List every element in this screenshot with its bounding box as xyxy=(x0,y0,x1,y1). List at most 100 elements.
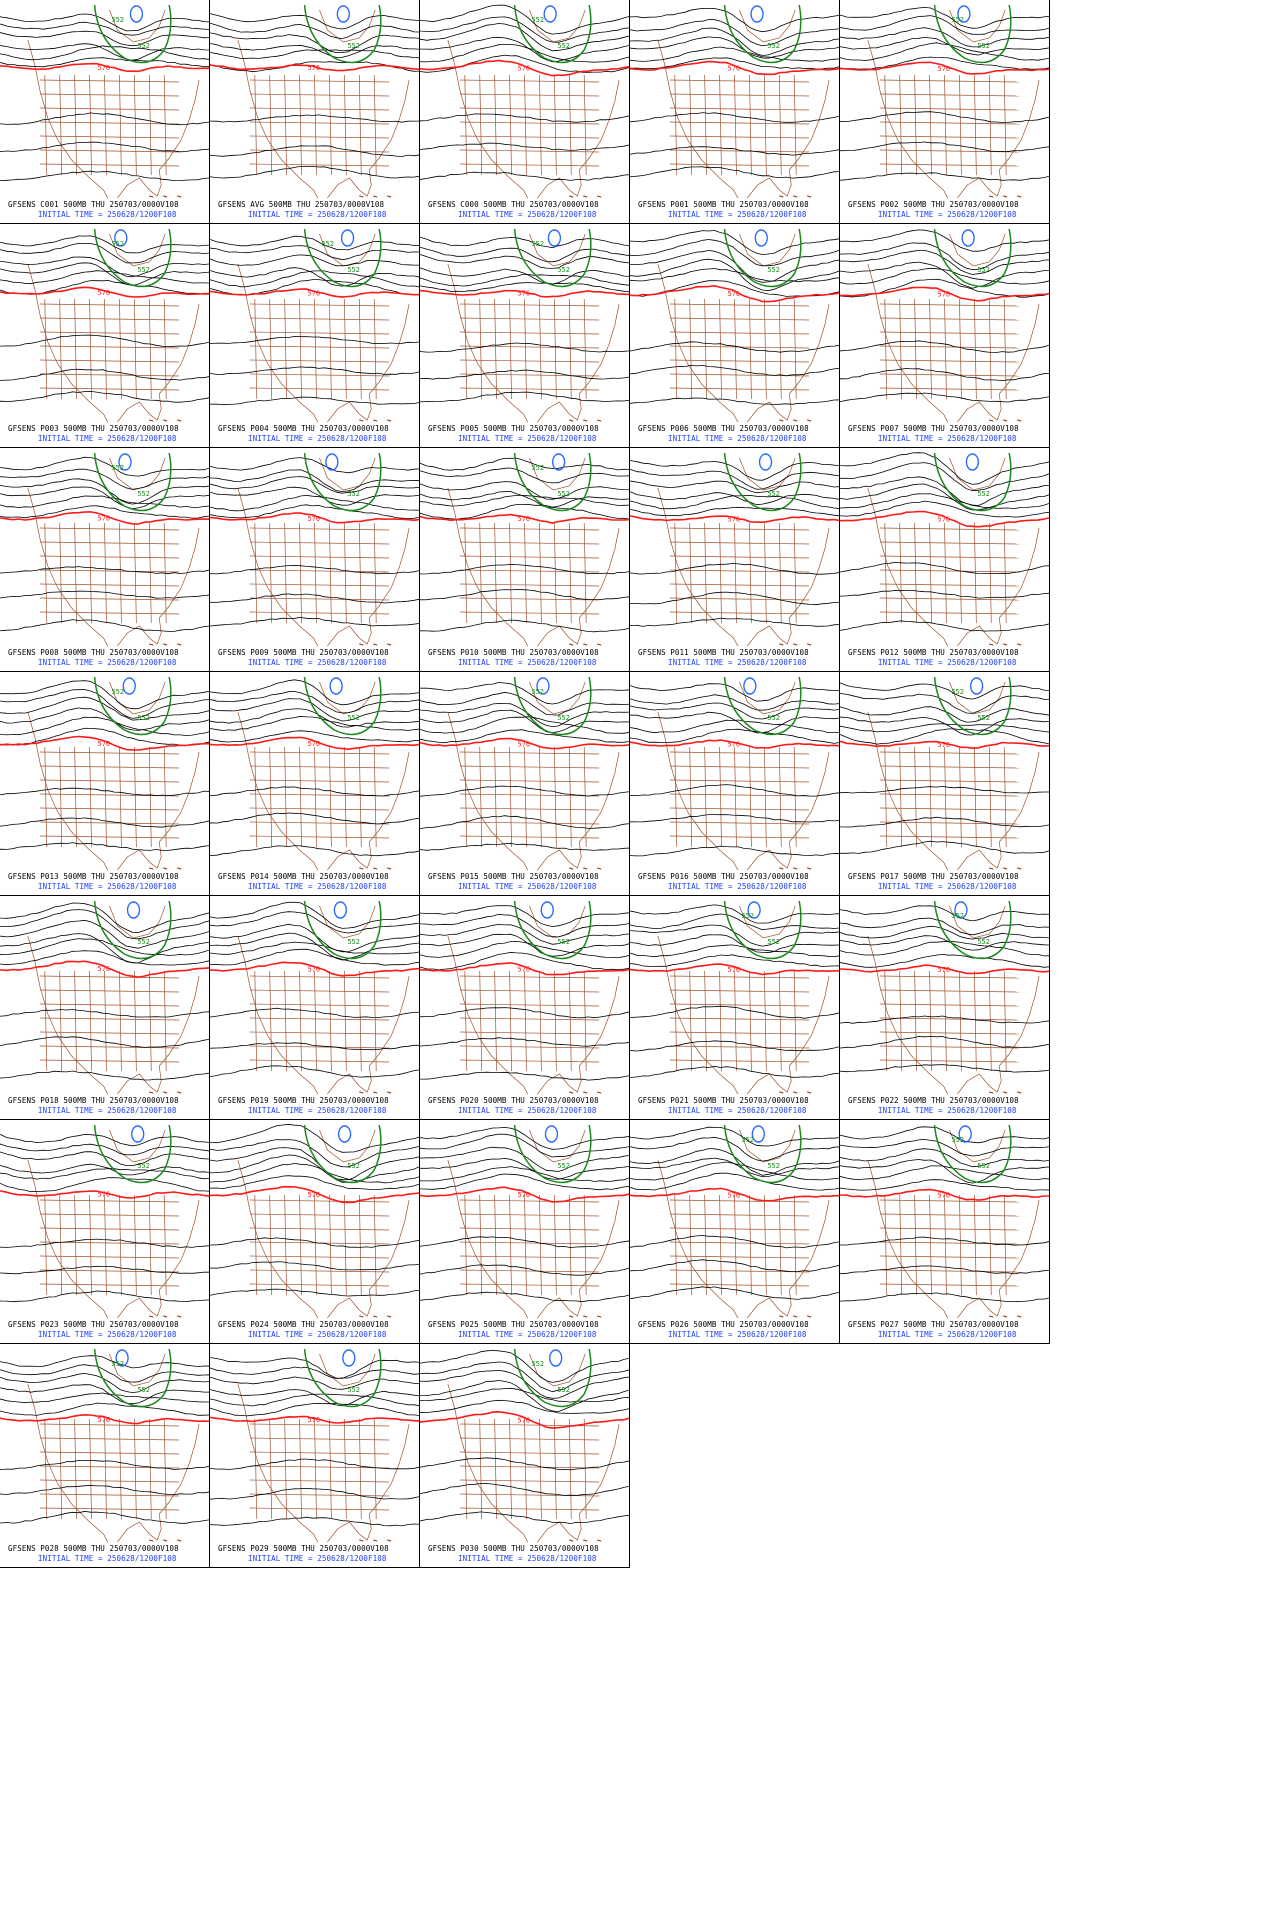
contour-label: 576 xyxy=(728,515,741,523)
contour-label: 576 xyxy=(518,64,531,72)
political-borders xyxy=(447,1129,620,1318)
contour-label: 576 xyxy=(518,740,531,748)
contour-label: 552 xyxy=(767,938,780,946)
contour-label: 576 xyxy=(518,966,531,974)
height-map: 552 576 xyxy=(420,900,629,1094)
panel-title: GFSENS P004 500MB THU 250703/0000V108 xyxy=(218,424,389,433)
political-borders xyxy=(27,681,200,870)
low-center-contour xyxy=(115,1349,129,1367)
contour-576-line xyxy=(210,64,419,72)
height-contours xyxy=(210,1356,419,1527)
contour-label: 576 xyxy=(518,1416,531,1424)
contour-552-line xyxy=(723,900,802,960)
panel-initial-time: INITIAL TIME = 250628/1200F108 xyxy=(248,210,387,219)
ensemble-panel: 552 552 576 GFSENS P030 500MB THU 250703/00… xyxy=(420,1344,630,1568)
contour-label: 552 xyxy=(111,464,124,472)
contour-label: 552 xyxy=(347,266,360,274)
contour-label: 552 xyxy=(531,1360,544,1368)
height-map: 552 552 576 xyxy=(0,4,209,198)
contour-552-line xyxy=(93,1348,172,1408)
contour-label: 552 xyxy=(951,912,964,920)
ensemble-panel: 552 576 GFSENS P012 500MB THU 250703/0000V… xyxy=(840,448,1050,672)
contour-552-line xyxy=(723,4,802,64)
height-contours xyxy=(840,1126,1049,1302)
contour-576-line xyxy=(840,510,1049,528)
low-center-contour xyxy=(122,677,136,695)
panel-title: GFSENS AVG 500MB THU 250703/0000V108 xyxy=(218,200,385,209)
height-map: 552 552 576 xyxy=(0,676,209,870)
contour-label: 552 xyxy=(557,714,570,722)
contour-552-line xyxy=(303,1124,382,1184)
height-map: 552 552 576 xyxy=(210,228,419,422)
height-contours xyxy=(0,1355,209,1524)
ensemble-panel: 552 552 576 GFSENS P013 500MB THU 250703/00… xyxy=(0,672,210,896)
height-contours xyxy=(630,904,839,1078)
panel-title: GFSENS P021 500MB THU 250703/0000V108 xyxy=(638,1096,809,1105)
height-contours xyxy=(630,230,839,405)
ensemble-panel: 552 552 576 GFSENS P022 500MB THU 250703/00… xyxy=(840,896,1050,1120)
height-contours xyxy=(840,452,1049,632)
contour-label: 552 xyxy=(347,490,360,498)
height-map: 552 552 576 xyxy=(420,228,629,422)
contour-576-line xyxy=(210,288,419,298)
panel-title: GFSENS P028 500MB THU 250703/0000V108 xyxy=(8,1544,179,1553)
contour-576-line xyxy=(0,62,209,73)
ensemble-panel: 552 576 GFSENS P009 500MB THU 250703/0000V… xyxy=(210,448,420,672)
height-contours xyxy=(210,679,419,857)
contour-552-line xyxy=(93,452,172,512)
ensemble-panel: 552 552 576 GFSENS P015 500MB THU 250703/00… xyxy=(420,672,630,896)
height-contours xyxy=(0,456,209,632)
ensemble-panel: 552 576 GFSENS AVG 500MB THU 250703/0000V1… xyxy=(210,0,420,224)
panel-initial-time: INITIAL TIME = 250628/1200F108 xyxy=(248,1106,387,1115)
panel-title: GFSENS P007 500MB THU 250703/0000V108 xyxy=(848,424,1019,433)
panel-title: GFSENS P026 500MB THU 250703/0000V108 xyxy=(638,1320,809,1329)
panel-initial-time: INITIAL TIME = 250628/1200F108 xyxy=(668,1106,807,1115)
panel-initial-time: INITIAL TIME = 250628/1200F108 xyxy=(458,1330,597,1339)
low-center-contour xyxy=(129,5,144,23)
contour-label: 552 xyxy=(557,42,570,50)
political-borders xyxy=(867,1129,1040,1318)
contour-552-line xyxy=(513,1124,592,1184)
low-center-contour xyxy=(957,5,971,23)
contour-label: 576 xyxy=(98,1191,111,1199)
panel-initial-time: INITIAL TIME = 250628/1200F108 xyxy=(38,1554,177,1563)
panel-initial-time: INITIAL TIME = 250628/1200F108 xyxy=(878,1106,1017,1115)
contour-576-line xyxy=(840,1188,1049,1201)
low-center-contour xyxy=(543,5,557,23)
panel-initial-time: INITIAL TIME = 250628/1200F108 xyxy=(668,434,807,443)
panel-title: GFSENS P022 500MB THU 250703/0000V108 xyxy=(848,1096,1019,1105)
contour-label: 552 xyxy=(951,16,964,24)
contour-552-line xyxy=(513,900,592,960)
ensemble-panel: 552 552 576 GFSENS C001 500MB THU 250703/00… xyxy=(0,0,210,224)
ensemble-panel: 552 576 GFSENS P014 500MB THU 250703/0000V… xyxy=(210,672,420,896)
height-map: 552 552 576 xyxy=(0,228,209,422)
contour-label: 576 xyxy=(938,741,951,749)
height-map: 552 576 xyxy=(210,4,419,198)
height-map: 552 552 576 xyxy=(0,1348,209,1542)
contour-552-line xyxy=(933,4,1012,64)
panel-title: GFSENS P003 500MB THU 250703/0000V108 xyxy=(8,424,179,433)
contour-552-line xyxy=(303,228,382,288)
political-borders xyxy=(447,1353,620,1542)
ensemble-panel: 552 552 576 GFSENS P028 500MB THU 250703/00… xyxy=(0,1344,210,1568)
political-borders xyxy=(27,457,200,646)
contour-576-line xyxy=(0,1190,209,1199)
panel-initial-time: INITIAL TIME = 250628/1200F108 xyxy=(248,1554,387,1563)
political-borders xyxy=(657,9,830,198)
contour-552-line xyxy=(513,452,592,512)
panel-initial-time: INITIAL TIME = 250628/1200F108 xyxy=(668,210,807,219)
contour-576-line xyxy=(420,737,629,750)
contour-label: 576 xyxy=(518,515,531,523)
contour-552-line xyxy=(723,452,802,512)
contour-label: 576 xyxy=(938,1192,951,1200)
panel-title: GFSENS P010 500MB THU 250703/0000V108 xyxy=(428,648,599,657)
contour-576-line xyxy=(420,289,629,298)
height-map: 552 552 576 xyxy=(420,676,629,870)
contour-label: 552 xyxy=(767,1162,780,1170)
political-borders xyxy=(657,681,830,870)
contour-label: 552 xyxy=(977,42,990,50)
panel-initial-time: INITIAL TIME = 250628/1200F108 xyxy=(38,434,177,443)
height-contours xyxy=(420,4,629,181)
height-map: 552 552 576 xyxy=(420,4,629,198)
low-center-contour xyxy=(751,1125,765,1143)
